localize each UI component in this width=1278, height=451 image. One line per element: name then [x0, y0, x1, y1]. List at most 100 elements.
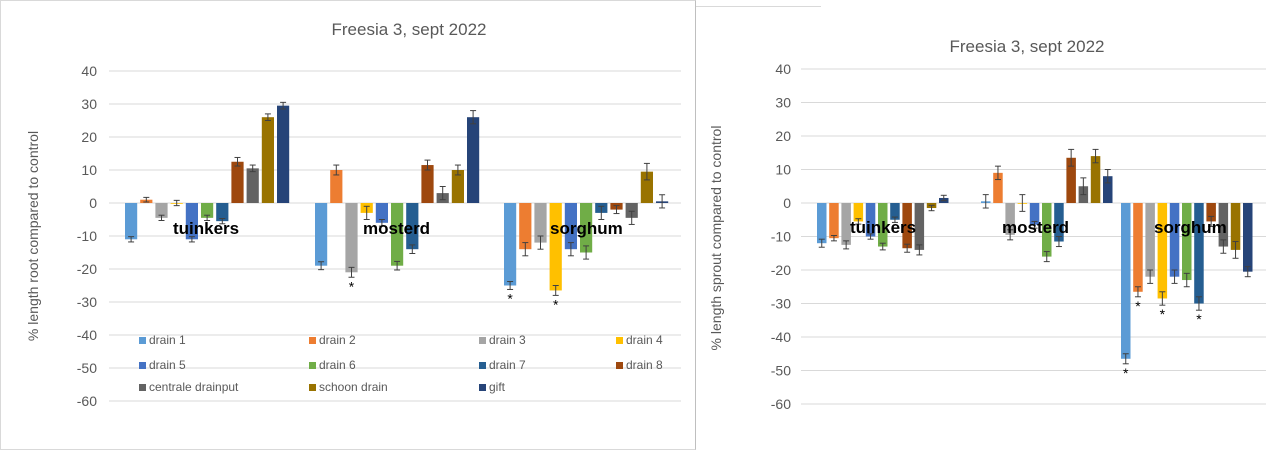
legend-swatch	[309, 384, 316, 391]
bar	[345, 203, 358, 273]
legend: drain 1 drain 2 drain 3 drain 4 drain 5 drain…	[139, 333, 663, 394]
legend-swatch	[616, 362, 623, 369]
bar	[914, 203, 925, 250]
bar	[1194, 203, 1204, 304]
category-label: sorghum	[550, 219, 623, 238]
sprout-length-chart: Freesia 3, sept 2022 % length sprout com…	[708, 37, 1266, 412]
bar	[277, 105, 290, 203]
y-tick-label: 40	[775, 61, 791, 77]
y-tick-label: -10	[771, 229, 791, 245]
panel-border	[696, 6, 821, 7]
bar	[1121, 203, 1131, 359]
bar	[534, 203, 547, 243]
bar	[1042, 203, 1052, 257]
legend-entry: gift	[489, 380, 506, 394]
y-tick-label: 0	[89, 195, 97, 211]
bar	[1054, 203, 1064, 242]
bar	[625, 203, 638, 218]
bar	[1090, 156, 1101, 203]
chart-title: Freesia 3, sept 2022	[950, 37, 1105, 56]
significance-marker: *	[1160, 306, 1166, 322]
bar	[853, 203, 864, 222]
y-tick-label: -30	[77, 294, 97, 310]
root-length-chart: Freesia 3, sept 2022 % length root compa…	[25, 20, 681, 409]
bar	[406, 203, 419, 250]
y-tick-label: 10	[81, 162, 97, 178]
legend-swatch	[479, 337, 486, 344]
significance-marker: *	[1196, 311, 1202, 327]
bar	[1169, 203, 1180, 277]
bar	[185, 203, 198, 240]
bar	[246, 168, 259, 203]
bar	[993, 172, 1003, 203]
bar	[817, 203, 827, 244]
y-axis-label: % length sprout compared to control	[708, 126, 724, 351]
legend-swatch	[479, 362, 486, 369]
y-tick-label: 10	[775, 162, 791, 178]
bar	[231, 161, 244, 203]
bar	[504, 203, 517, 286]
legend-entry: drain 4	[626, 333, 663, 347]
bar	[841, 203, 851, 245]
bar	[1243, 203, 1253, 272]
bar	[580, 203, 593, 253]
legend-entry: drain 1	[149, 333, 186, 347]
legend-entry: drain 8	[626, 358, 663, 372]
bar	[1133, 203, 1143, 292]
significance-marker: *	[1123, 365, 1129, 381]
y-tick-label: -10	[77, 228, 97, 244]
bar	[421, 165, 434, 203]
category-label: mosterd	[1002, 218, 1069, 237]
bar	[315, 203, 328, 266]
bar	[1145, 203, 1155, 277]
bar	[878, 203, 888, 247]
legend-entry: drain 5	[149, 358, 186, 372]
y-tick-label: -20	[771, 262, 791, 278]
y-tick-label: -50	[77, 360, 97, 376]
bar	[890, 203, 900, 220]
bar	[201, 203, 214, 218]
legend-entry: drain 7	[489, 358, 526, 372]
legend-entry: schoon drain	[319, 380, 388, 394]
legend-entry: drain 3	[489, 333, 526, 347]
bar	[451, 170, 464, 203]
category-label: tuinkers	[850, 218, 916, 237]
legend-swatch	[309, 362, 316, 369]
legend-swatch	[309, 337, 316, 344]
y-tick-label: 20	[81, 129, 97, 145]
bar	[1230, 203, 1241, 250]
bar	[375, 203, 388, 223]
y-tick-label: 30	[775, 95, 791, 111]
chart-panel-root: Freesia 3, sept 2022 % length root compa…	[0, 0, 696, 450]
y-tick-label: -50	[771, 363, 791, 379]
y-tick-label: -20	[77, 261, 97, 277]
y-tick-label: 40	[81, 63, 97, 79]
significance-marker: *	[1135, 298, 1141, 314]
significance-marker: *	[349, 278, 355, 294]
category-label: sorghum	[1154, 218, 1227, 237]
chart-title: Freesia 3, sept 2022	[332, 20, 487, 39]
bar	[1103, 176, 1113, 203]
bar	[1157, 203, 1168, 299]
bar	[1206, 203, 1216, 222]
bar	[829, 203, 839, 239]
bar	[155, 203, 168, 218]
bar	[1029, 203, 1040, 225]
bar	[865, 203, 876, 237]
significance-marker: *	[507, 290, 513, 306]
bar	[549, 203, 562, 291]
bar	[125, 203, 138, 240]
category-label: tuinkers	[173, 219, 239, 238]
bar	[1005, 203, 1015, 235]
bar	[519, 203, 532, 250]
y-tick-label: 0	[783, 195, 791, 211]
legend-swatch	[139, 384, 146, 391]
legend-entry: drain 2	[319, 333, 356, 347]
legend-entry: centrale drainput	[149, 380, 239, 394]
legend-swatch	[479, 384, 486, 391]
y-axis-label: % length root compared to control	[25, 131, 41, 341]
y-tick-label: -40	[771, 329, 791, 345]
bar	[391, 203, 404, 266]
bar	[1066, 157, 1076, 203]
bar	[640, 171, 653, 203]
